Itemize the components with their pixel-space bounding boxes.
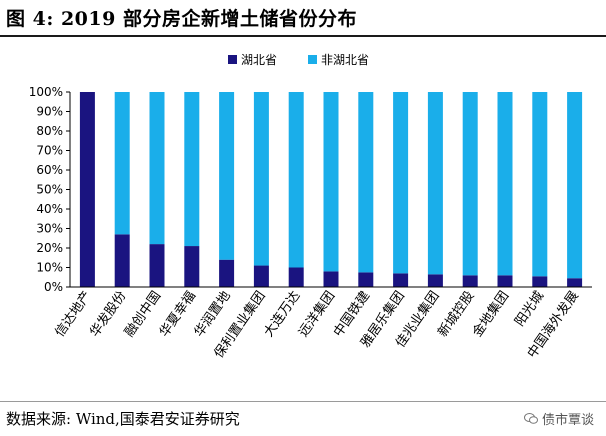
bar-non-hubei [358,92,374,273]
bar-hubei [219,259,235,287]
bar-hubei [253,265,269,287]
bar-hubei [288,267,304,287]
bar-hubei [427,274,443,287]
y-tick-label: 20% [36,241,63,255]
header-rule [0,35,606,37]
figure-header: 图 4: 2019 部分房企新增土储省份分布 [0,0,606,34]
y-tick-label: 90% [36,105,63,119]
bar-non-hubei [288,92,304,268]
chart-legend: 湖北省 非湖北省 [228,52,369,67]
bar-hubei [184,246,200,287]
figure-title: 图 4: 2019 部分房企新增土储省份分布 [6,8,357,30]
y-tick-label: 10% [36,261,63,275]
footer-rule [0,401,606,402]
bar-non-hubei [149,92,165,245]
bar-non-hubei [462,92,478,276]
y-tick-label: 50% [36,183,63,197]
bar-hubei [567,278,583,287]
bar-non-hubei [567,92,583,279]
bar-non-hubei [219,92,235,260]
watermark: 债市覃谈 [523,409,594,428]
y-tick-label: 70% [36,144,63,158]
legend-swatch-2 [308,55,317,64]
y-tick-label: 80% [36,124,63,138]
bar-non-hubei [427,92,443,275]
bar-non-hubei [323,92,339,272]
legend-label-1: 湖北省 [241,52,277,67]
source-note: 数据来源: Wind,国泰君安证券研究 [6,410,240,428]
watermark-text: 债市覃谈 [541,413,594,428]
legend-swatch-1 [228,55,237,64]
bar-non-hubei [253,92,269,266]
y-tick-label: 0% [44,280,63,294]
bar-hubei [532,276,548,287]
wechat-icon [523,413,538,424]
y-tick-label: 30% [36,222,63,236]
bar-hubei [393,273,409,287]
bar-hubei [149,244,165,287]
bar-hubei [79,92,95,287]
bar-hubei [358,272,374,287]
y-tick-label: 40% [36,202,63,216]
bar-non-hubei [114,92,130,235]
stacked-bar-chart: 湖北省 非湖北省 0% 10% 20% 30% 40% 50% 60% 70% 80% 90% 100%… [29,52,592,361]
bar-hubei [462,275,478,287]
y-tick-label: 60% [36,163,63,177]
bar-non-hubei [497,92,513,276]
legend-label-2: 非湖北省 [321,52,369,67]
y-tick-label: 100% [29,85,63,99]
x-category-label: 阳光城 [512,289,547,330]
bar-hubei [323,271,339,287]
bar-non-hubei [184,92,200,247]
bar-hubei [114,234,130,287]
bar-non-hubei [393,92,409,274]
x-category-label: 金地集团 [469,288,512,340]
bar-hubei [497,275,513,287]
bar-non-hubei [532,92,548,277]
